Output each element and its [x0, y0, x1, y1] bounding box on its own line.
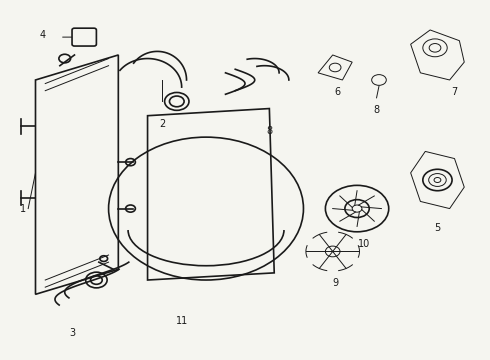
Text: 6: 6 — [335, 87, 341, 97]
Text: 10: 10 — [358, 239, 370, 249]
Text: 8: 8 — [266, 126, 272, 136]
Text: 11: 11 — [175, 316, 188, 326]
Text: 4: 4 — [39, 30, 45, 40]
Text: 3: 3 — [69, 328, 75, 338]
Text: 7: 7 — [451, 87, 458, 97]
Text: 5: 5 — [434, 223, 441, 233]
Text: 2: 2 — [159, 119, 165, 129]
Text: 9: 9 — [332, 278, 338, 288]
Text: 1: 1 — [20, 203, 26, 213]
Text: 8: 8 — [373, 105, 380, 115]
